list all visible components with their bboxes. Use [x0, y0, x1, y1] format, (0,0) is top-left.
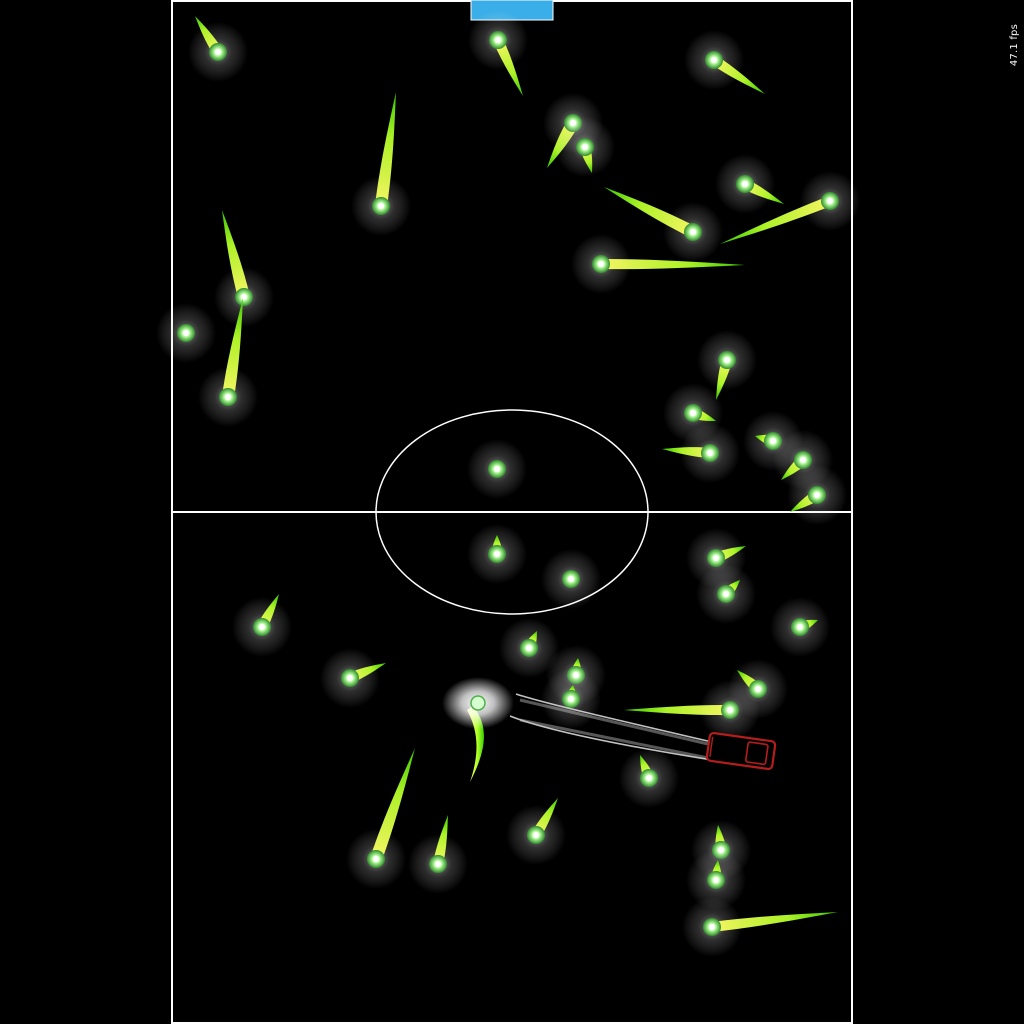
- balls-layer: [156, 10, 860, 957]
- glowing-ball-icon: [506, 797, 566, 865]
- ball-trail: [375, 91, 397, 207]
- glowing-ball-icon: [715, 154, 784, 214]
- ball-trail: [222, 297, 244, 398]
- glowing-ball-icon: [198, 297, 258, 427]
- glowing-ball-icon: [682, 897, 839, 957]
- ball-trail: [711, 911, 839, 932]
- glowing-ball-icon: [351, 91, 411, 236]
- glowing-ball-icon: [661, 423, 740, 483]
- ball-trail: [604, 187, 696, 238]
- glowing-ball-icon: [571, 234, 745, 294]
- ball-trail: [222, 210, 250, 299]
- ball-trail: [711, 55, 766, 95]
- glowing-ball-icon: [787, 465, 847, 525]
- ball-trail: [370, 748, 415, 861]
- fps-counter: 47.1 fps: [1009, 24, 1020, 67]
- glowing-ball-icon: [232, 594, 292, 657]
- glowing-ball-icon: [499, 618, 559, 678]
- glowing-ball-icon: [408, 814, 468, 894]
- soccer-field: [171, 0, 853, 1024]
- ball-trail: [661, 447, 711, 458]
- glowing-ball-icon: [770, 597, 830, 657]
- glowing-ball-icon: [604, 187, 723, 262]
- ball-trail: [600, 258, 745, 270]
- glowing-ball-icon: [468, 10, 528, 97]
- glowing-ball-icon: [320, 648, 386, 708]
- glowing-ball-icon: [697, 330, 757, 400]
- glowing-ball-icon: [619, 748, 679, 808]
- ball-trail: [433, 814, 449, 865]
- car-icon[interactable]: [705, 731, 777, 771]
- highlighted-ball-icon[interactable]: [442, 677, 514, 782]
- glowing-ball-icon: [541, 669, 601, 729]
- glowing-ball-icon: [696, 564, 756, 624]
- glowing-ball-icon: [684, 30, 766, 95]
- center-circle: [375, 409, 649, 615]
- glowing-ball-icon: [188, 16, 248, 82]
- glowing-ball-icon: [214, 210, 274, 327]
- glowing-ball-icon: [686, 850, 746, 910]
- glowing-ball-icon: [467, 439, 527, 499]
- glowing-ball-icon: [156, 303, 216, 363]
- glowing-ball-icon: [555, 117, 615, 177]
- glowing-ball-icon: [467, 524, 527, 584]
- glowing-ball-icon: [541, 549, 601, 609]
- glowing-ball-icon: [719, 171, 860, 245]
- glowing-ball-icon: [346, 748, 415, 889]
- glowing-ball-icon: [728, 659, 788, 719]
- ball-trail: [719, 196, 832, 245]
- ball-trail: [493, 37, 524, 97]
- car-tire-marks: [509, 693, 713, 761]
- ball-trail: [716, 358, 732, 400]
- ball-trail: [624, 704, 730, 716]
